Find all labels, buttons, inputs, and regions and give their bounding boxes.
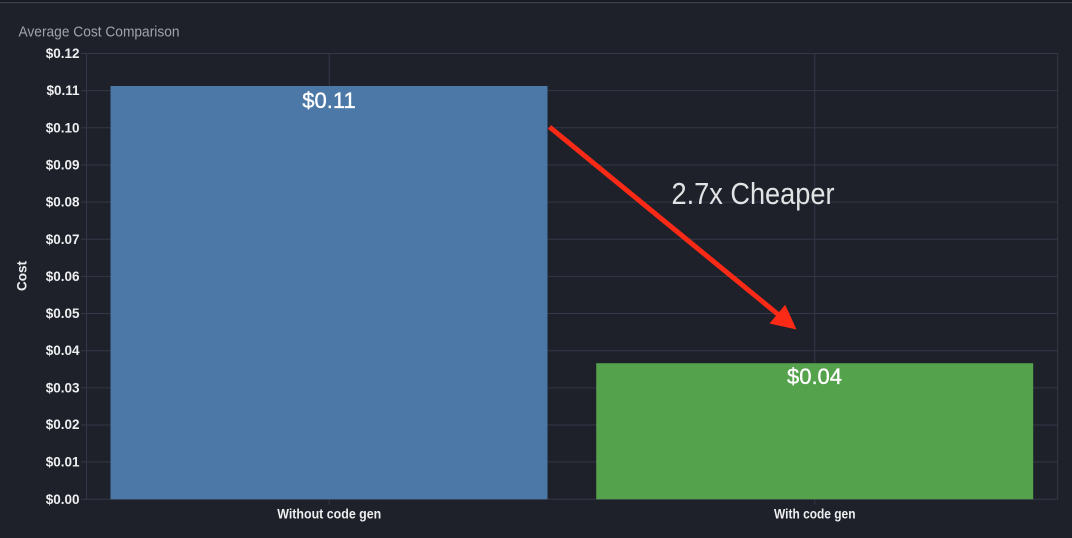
svg-text:$0.09: $0.09 (46, 157, 80, 172)
svg-text:$0.01: $0.01 (46, 454, 80, 469)
svg-text:2.7x Cheaper: 2.7x Cheaper (672, 176, 835, 211)
svg-text:$0.10: $0.10 (46, 120, 80, 135)
svg-text:Average Cost Comparison: Average Cost Comparison (19, 24, 180, 41)
svg-text:Cost: Cost (15, 260, 30, 291)
svg-text:$0.04: $0.04 (787, 364, 842, 389)
svg-text:$0.05: $0.05 (46, 306, 80, 321)
svg-text:With code gen: With code gen (774, 506, 856, 521)
svg-text:$0.11: $0.11 (302, 88, 355, 113)
svg-text:$0.11: $0.11 (46, 83, 80, 98)
svg-text:$0.12: $0.12 (46, 46, 80, 61)
svg-text:$0.02: $0.02 (46, 417, 80, 432)
svg-text:$0.07: $0.07 (46, 232, 80, 247)
svg-text:$0.04: $0.04 (46, 343, 80, 358)
svg-text:$0.00: $0.00 (46, 492, 80, 507)
svg-text:$0.03: $0.03 (46, 380, 80, 395)
svg-text:Without code gen: Without code gen (277, 506, 381, 521)
svg-text:$0.08: $0.08 (46, 195, 80, 210)
svg-text:$0.06: $0.06 (46, 269, 80, 284)
